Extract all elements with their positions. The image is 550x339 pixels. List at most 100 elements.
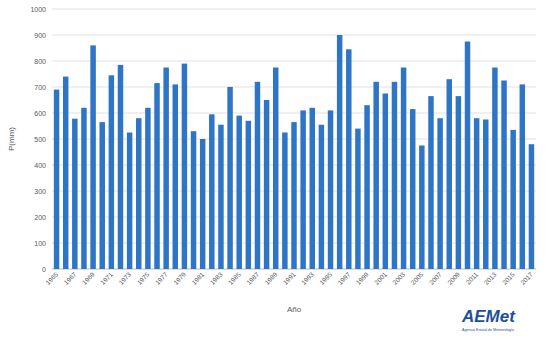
bar bbox=[273, 68, 278, 270]
bar bbox=[456, 96, 461, 269]
bar bbox=[90, 45, 95, 269]
x-tick-label: 2015 bbox=[501, 270, 516, 285]
bar bbox=[236, 116, 241, 269]
bar bbox=[282, 133, 287, 270]
y-tick-label: 500 bbox=[34, 136, 46, 143]
grid-line bbox=[52, 87, 536, 88]
bar bbox=[474, 118, 479, 269]
y-tick-label: 300 bbox=[34, 188, 46, 195]
y-tick-label: 1000 bbox=[30, 6, 46, 13]
bar bbox=[255, 82, 260, 269]
bar bbox=[99, 122, 104, 269]
bar bbox=[127, 133, 132, 270]
bar bbox=[63, 77, 68, 269]
bar bbox=[54, 90, 59, 269]
bar bbox=[209, 114, 214, 269]
bar bbox=[373, 82, 378, 269]
bar bbox=[218, 125, 223, 269]
x-tick-label: 1979 bbox=[172, 270, 187, 285]
bar bbox=[520, 84, 525, 269]
grid-line bbox=[52, 9, 536, 10]
bar bbox=[310, 108, 315, 269]
y-tick-label: 200 bbox=[34, 214, 46, 221]
y-tick-label: 700 bbox=[34, 84, 46, 91]
bar bbox=[145, 108, 150, 269]
bar bbox=[392, 82, 397, 269]
bar bbox=[200, 139, 205, 269]
bar bbox=[383, 94, 388, 270]
bar bbox=[118, 65, 123, 269]
x-tick-label: 1991 bbox=[282, 270, 297, 285]
x-tick-label: 2009 bbox=[446, 270, 461, 285]
y-tick-label: 100 bbox=[34, 240, 46, 247]
logo-subtitle: Agencia Estatal de Meteorología bbox=[462, 328, 514, 332]
x-tick-label: 1993 bbox=[300, 270, 315, 285]
x-tick-label: 1983 bbox=[208, 270, 223, 285]
x-tick-label: 1971 bbox=[99, 270, 114, 285]
y-tick-label: 400 bbox=[34, 162, 46, 169]
chart-root: 0 100 200 300 400 500 600 700 800 900 1000 19651967… bbox=[0, 0, 550, 339]
bar bbox=[401, 68, 406, 270]
x-tick-label: 2007 bbox=[428, 270, 443, 285]
bar bbox=[319, 125, 324, 269]
x-tick-label: 1973 bbox=[117, 270, 132, 285]
x-tick-label: 1997 bbox=[336, 270, 351, 285]
bar bbox=[437, 118, 442, 269]
x-tick-label: 1977 bbox=[154, 270, 169, 285]
chart-svg: 0 100 200 300 400 500 600 700 800 900 1000 19651967… bbox=[0, 0, 550, 339]
x-tick-label: 1999 bbox=[355, 270, 370, 285]
x-tick-label: 1975 bbox=[135, 270, 150, 285]
x-tick-label: 2013 bbox=[482, 270, 497, 285]
bar bbox=[328, 110, 333, 269]
bar bbox=[300, 110, 305, 269]
bar bbox=[246, 121, 251, 269]
bar bbox=[419, 146, 424, 270]
x-tick-label: 2005 bbox=[409, 270, 424, 285]
x-tick-label: 2011 bbox=[465, 270, 480, 285]
bar bbox=[364, 105, 369, 269]
x-tick-label: 1987 bbox=[245, 270, 260, 285]
grid-line bbox=[52, 35, 536, 36]
bar bbox=[529, 144, 534, 269]
bar bbox=[72, 119, 77, 269]
bar bbox=[483, 120, 488, 270]
x-tick-label: 1989 bbox=[263, 270, 278, 285]
bar bbox=[81, 108, 86, 269]
bar bbox=[501, 81, 506, 270]
y-tick-label: 800 bbox=[34, 58, 46, 65]
bar bbox=[182, 64, 187, 269]
bars bbox=[54, 35, 534, 269]
y-axis-title: P(mm) bbox=[7, 127, 16, 151]
bar bbox=[447, 79, 452, 269]
x-tick-label: 1967 bbox=[62, 270, 77, 285]
bar bbox=[154, 83, 159, 269]
grid-line bbox=[52, 61, 536, 62]
bar bbox=[428, 96, 433, 269]
x-tick-label: 2001 bbox=[373, 270, 388, 285]
bar bbox=[191, 131, 196, 269]
x-axis-title: Año bbox=[287, 305, 302, 314]
bar bbox=[291, 122, 296, 269]
bar bbox=[163, 68, 168, 270]
x-tick-label: 1985 bbox=[227, 270, 242, 285]
bar bbox=[355, 129, 360, 269]
y-tick-label: 900 bbox=[34, 32, 46, 39]
bar bbox=[346, 49, 351, 269]
x-tick-label: 2003 bbox=[391, 270, 406, 285]
bar bbox=[492, 68, 497, 270]
y-tick-label: 600 bbox=[34, 110, 46, 117]
y-tick-label: 0 bbox=[42, 266, 46, 273]
bar bbox=[264, 100, 269, 269]
x-tick-label: 1965 bbox=[44, 270, 59, 285]
x-tick-label: 1995 bbox=[318, 270, 333, 285]
bar bbox=[109, 75, 114, 269]
bar bbox=[337, 35, 342, 269]
bar bbox=[227, 87, 232, 269]
bar bbox=[136, 118, 141, 269]
bar bbox=[465, 42, 470, 270]
x-tick-label: 1969 bbox=[81, 270, 96, 285]
x-tick-label: 2017 bbox=[519, 270, 534, 285]
bar bbox=[510, 130, 515, 269]
x-tick-label: 1981 bbox=[190, 270, 205, 285]
bar bbox=[410, 109, 415, 269]
